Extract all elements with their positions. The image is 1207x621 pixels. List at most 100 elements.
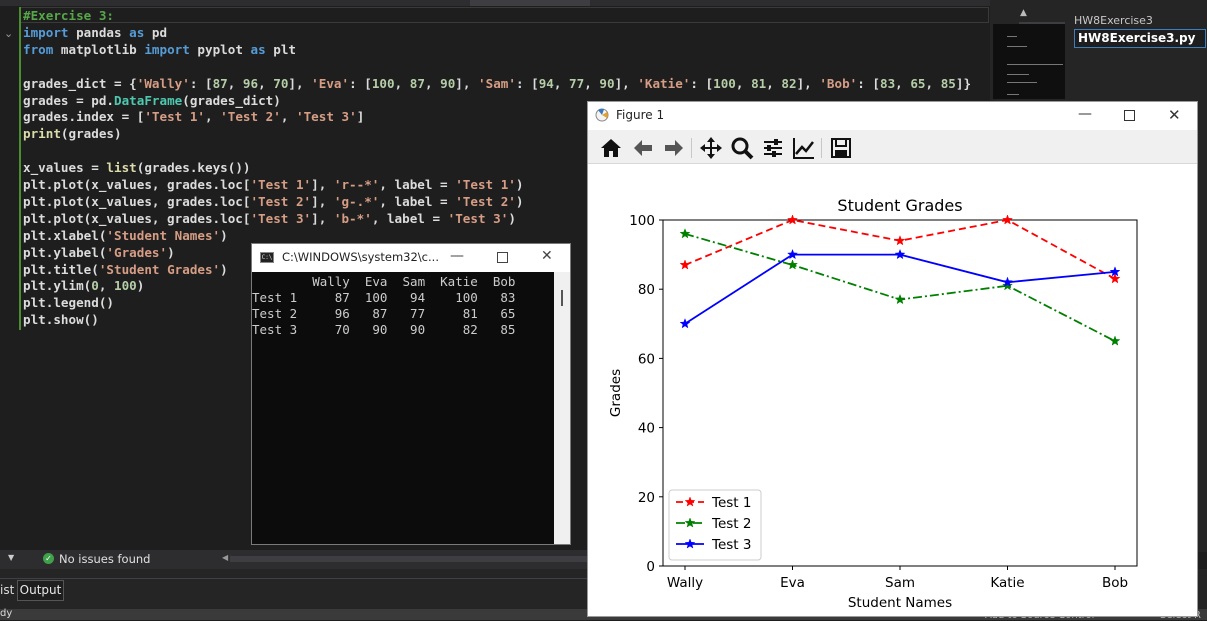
code-minimap[interactable]: [993, 24, 1065, 99]
code-line[interactable]: plt.xlabel('Student Names'): [23, 227, 228, 243]
ready-status: dy: [0, 608, 13, 619]
y-tick-label: 100: [629, 213, 655, 229]
legend-label: Test 1: [711, 495, 751, 511]
y-tick-label: 0: [646, 559, 655, 575]
editor-active-tab[interactable]: [470, 0, 590, 6]
data-point: [1002, 276, 1013, 287]
code-line[interactable]: import pandas as pd: [23, 24, 168, 40]
collapse-chevron-icon[interactable]: ⌄: [4, 27, 14, 40]
x-tick-label: Katie: [990, 575, 1024, 591]
figure-title: Figure 1: [616, 108, 665, 122]
legend-marker: [684, 538, 696, 549]
zoom-icon[interactable]: [730, 136, 754, 160]
minimap-line: [1007, 82, 1037, 83]
console-scrollbar-thumb[interactable]: [561, 290, 563, 306]
data-point: [1109, 335, 1121, 346]
console-title-bar[interactable]: [252, 244, 570, 272]
code-line[interactable]: print(grades): [23, 126, 122, 142]
code-line[interactable]: plt.plot(x_values, grades.loc['Test 1'],…: [23, 177, 524, 192]
minimize-icon[interactable]: —: [450, 248, 464, 264]
console-scrollbar[interactable]: [554, 272, 570, 544]
minimap-line: [1007, 46, 1027, 47]
data-point: [1002, 214, 1013, 225]
data-point: [894, 235, 906, 246]
maximize-icon[interactable]: [497, 252, 508, 263]
code-line[interactable]: plt.ylabel('Grades'): [23, 244, 175, 260]
scroll-left-icon[interactable]: ◀: [222, 553, 229, 562]
console-window[interactable]: [251, 243, 571, 545]
code-line[interactable]: grades = pd.DataFrame(grades_dict): [23, 92, 281, 108]
matplotlib-icon: [595, 108, 609, 122]
code-line[interactable]: plt.plot(x_values, grades.loc['Test 2'],…: [23, 193, 524, 209]
minimap-line: [1007, 36, 1017, 37]
edit-axis-icon[interactable]: [792, 136, 816, 160]
tab-error-list[interactable]: ist: [0, 583, 15, 597]
console-row: Test 3 70 90 90 82 85: [252, 322, 516, 337]
y-axis-label: Grades: [608, 369, 624, 417]
check-icon: ✓: [43, 553, 54, 564]
x-tick-label: Eva: [780, 575, 805, 591]
minimap-line: [1007, 94, 1019, 95]
x-tick-label: Sam: [885, 575, 915, 591]
x-axis-label: Student Names: [848, 595, 952, 611]
zoom-dropdown-icon[interactable]: ▼: [8, 553, 15, 562]
forward-icon[interactable]: [662, 136, 686, 160]
legend-marker: [684, 496, 696, 507]
configure-subplots-icon[interactable]: [761, 136, 785, 160]
project-node[interactable]: HW8Exercise3: [1074, 14, 1153, 27]
code-line[interactable]: plt.show(): [23, 312, 99, 328]
console-row: Test 1 87 100 94 100 83: [252, 290, 516, 305]
figure-toolbar: [588, 130, 1197, 164]
save-icon[interactable]: [829, 136, 853, 160]
issues-status[interactable]: No issues found: [59, 552, 151, 566]
data-point: [679, 228, 691, 239]
toolbar-separator: [691, 138, 692, 158]
code-line[interactable]: plt.title('Student Grades'): [23, 261, 228, 277]
figure-title-bar[interactable]: [588, 102, 1197, 130]
current-line-highlight: [19, 7, 989, 23]
code-line[interactable]: grades_dict = {'Wally': [87, 96, 70], 'E…: [23, 75, 972, 91]
code-line[interactable]: grades.index = ['Test 1', 'Test 2', 'Tes…: [23, 109, 365, 125]
legend-label: Test 2: [711, 516, 751, 532]
back-icon[interactable]: [631, 136, 655, 160]
data-point: [894, 293, 906, 305]
chart: Student Grades 0 20 40 60 80 100 Wally Eva Sam Kat…: [588, 165, 1197, 616]
code-line[interactable]: plt.plot(x_values, grades.loc['Test 3'],…: [23, 210, 516, 226]
code-line[interactable]: #Exercise 3:: [23, 8, 114, 23]
tab-output[interactable]: Output: [17, 580, 64, 601]
scroll-up-icon[interactable]: ▲: [1020, 8, 1027, 18]
code-line[interactable]: plt.legend(): [23, 295, 114, 311]
minimize-icon[interactable]: —: [1078, 106, 1092, 122]
data-point: [1002, 279, 1013, 291]
data-point: [787, 214, 798, 225]
console-app-icon: C:\: [260, 252, 274, 263]
data-point: [679, 259, 691, 270]
y-tick-label: 60: [638, 351, 655, 367]
chart-title: Student Grades: [837, 196, 962, 215]
horizontal-scrollbar[interactable]: [230, 556, 590, 562]
code-line[interactable]: x_values = list(grades.keys()): [23, 160, 251, 176]
toolbar-separator: [821, 138, 822, 158]
code-line[interactable]: from matplotlib import pyplot as plt: [23, 41, 297, 57]
maximize-icon[interactable]: [1124, 110, 1135, 121]
pan-icon[interactable]: [699, 136, 723, 160]
home-icon[interactable]: [599, 136, 623, 160]
minimap-line: [1007, 64, 1063, 65]
close-icon[interactable]: ✕: [1168, 106, 1181, 124]
divider: [0, 578, 590, 579]
data-point: [1109, 266, 1121, 277]
minimap-line: [1007, 74, 1029, 75]
data-point: [894, 248, 906, 260]
y-tick-label: 20: [638, 490, 655, 506]
legend-marker: [684, 517, 696, 528]
x-tick-label: Wally: [667, 575, 703, 591]
close-icon[interactable]: ✕: [541, 248, 553, 264]
file-node-selected[interactable]: HW8Exercise3.py: [1074, 29, 1206, 48]
x-tick-label: Bob: [1102, 575, 1128, 591]
y-tick-label: 40: [638, 421, 655, 437]
code-line[interactable]: plt.ylim(0, 100): [23, 278, 145, 294]
data-point: [787, 259, 798, 270]
console-title: C:\WINDOWS\system32\c...: [282, 250, 439, 264]
console-row: Test 2 96 87 77 81 65: [252, 306, 516, 321]
legend-label: Test 3: [711, 537, 751, 553]
